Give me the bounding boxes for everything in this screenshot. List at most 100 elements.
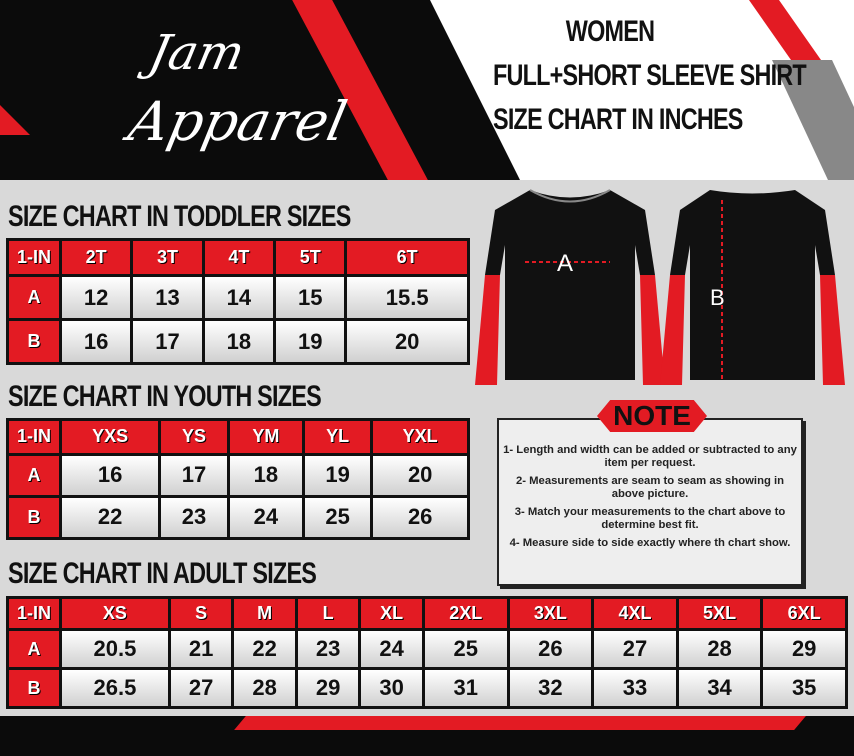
size-cell: 15 (276, 277, 345, 319)
youth-title: SIZE CHART IN YOUTH SIZES (8, 380, 322, 413)
size-cell: 19 (304, 455, 371, 495)
size-cell: 12 (62, 277, 131, 319)
table-row: B 16 17 18 19 20 (9, 321, 467, 362)
size-cell: 25 (424, 631, 507, 668)
header-row: 1-IN XS S M L XL 2XL 3XL 4XL 5XL 6XL (9, 599, 845, 629)
size-cell: 29 (763, 631, 845, 668)
row-label: A (9, 277, 59, 319)
size-cell: 24 (361, 631, 422, 668)
size-cell: 21 (170, 631, 232, 668)
youth-size-table: 1-IN YXS YS YM YL YXL A 16 17 18 19 20 B 22 23 24 25 26 (6, 418, 470, 540)
column-header: YM (229, 421, 302, 453)
note-item: 4- Measure side to side exactly where th… (509, 537, 791, 549)
header-banner: Jam Apparel WOMEN FULL+SHORT SLEEVE SHIR… (0, 0, 854, 180)
size-cell: 16 (62, 321, 131, 362)
adult-size-table: 1-IN XS S M L XL 2XL 3XL 4XL 5XL 6XL A 20.5 21 22 23 24 2… (6, 596, 848, 709)
table-row: A 12 13 14 15 15.5 (9, 277, 467, 319)
label-a: A (557, 250, 573, 277)
banner-black (0, 0, 520, 180)
size-cell: 22 (62, 497, 159, 537)
column-header: 2XL (424, 599, 507, 629)
toddler-title: SIZE CHART IN TODDLER SIZES (8, 200, 351, 233)
note-label: NOTE (597, 400, 707, 432)
column-header: 5T (276, 241, 345, 275)
size-cell: 30 (361, 670, 422, 706)
size-cell: 17 (161, 455, 227, 495)
size-cell: 35 (763, 670, 845, 706)
column-header: 3XL (509, 599, 592, 629)
column-header: 6T (347, 241, 467, 275)
adult-title: SIZE CHART IN ADULT SIZES (8, 557, 317, 590)
column-header: 6XL (763, 599, 845, 629)
shirt-front-icon: A (475, 189, 665, 385)
red-stripe (748, 0, 822, 60)
size-cell: 25 (304, 497, 371, 537)
size-cell: 18 (229, 455, 302, 495)
table-row: B 26.5 27 28 29 30 31 32 33 34 35 (9, 670, 845, 706)
size-cell: 15.5 (347, 277, 467, 319)
column-header: 1-IN (9, 421, 59, 453)
size-cell: 19 (276, 321, 345, 362)
note-box: 1- Length and width can be added or subt… (497, 418, 803, 586)
row-label: A (9, 631, 59, 668)
size-cell: 20 (373, 455, 467, 495)
size-cell: 26.5 (62, 670, 168, 706)
column-header: 4XL (594, 599, 676, 629)
size-cell: 29 (297, 670, 359, 706)
note-item: 3- Match your measurements to the chart … (514, 506, 786, 531)
size-cell: 17 (133, 321, 202, 362)
size-cell: 20 (347, 321, 467, 362)
title-line: FULL+SHORT SLEEVE SHIRT (493, 59, 807, 92)
header-row: 1-IN 2T 3T 4T 5T 6T (9, 241, 467, 275)
column-header: 4T (204, 241, 274, 275)
size-cell: 27 (594, 631, 676, 668)
size-cell: 24 (229, 497, 302, 537)
size-cell: 14 (204, 277, 274, 319)
row-label: B (9, 670, 59, 706)
column-header: L (297, 599, 359, 629)
logo-text: Apparel (123, 90, 353, 153)
title-line: SIZE CHART IN INCHES (493, 103, 743, 136)
column-header: YXS (62, 421, 159, 453)
logo-text: Jam (144, 25, 250, 81)
size-cell: 28 (234, 670, 295, 706)
column-header: 3T (133, 241, 202, 275)
column-header: YL (304, 421, 371, 453)
column-header: XS (62, 599, 168, 629)
shirt-back-icon: B (660, 190, 845, 385)
table-row: A 16 17 18 19 20 (9, 455, 467, 495)
size-cell: 33 (594, 670, 676, 706)
column-header: 5XL (678, 599, 761, 629)
column-header: YS (161, 421, 227, 453)
size-cell: 22 (234, 631, 295, 668)
size-cell: 28 (678, 631, 761, 668)
row-label: A (9, 455, 59, 495)
size-cell: 13 (133, 277, 202, 319)
column-header: XL (361, 599, 422, 629)
size-cell: 23 (297, 631, 359, 668)
row-label: B (9, 497, 59, 537)
column-header: M (234, 599, 295, 629)
note-item: 1- Length and width can be added or subt… (503, 444, 797, 469)
size-cell: 26 (509, 631, 592, 668)
note-item: 2- Measurements are seam to seam as show… (515, 475, 785, 500)
size-cell: 20.5 (62, 631, 168, 668)
size-cell: 23 (161, 497, 227, 537)
table-row: B 22 23 24 25 26 (9, 497, 467, 537)
size-cell: 16 (62, 455, 159, 495)
column-header: YXL (373, 421, 467, 453)
size-cell: 27 (170, 670, 232, 706)
column-header: 1-IN (9, 599, 59, 629)
size-cell: 31 (424, 670, 507, 706)
size-cell: 18 (204, 321, 274, 362)
label-b: B (710, 285, 725, 310)
header-row: 1-IN YXS YS YM YL YXL (9, 421, 467, 453)
table-row: A 20.5 21 22 23 24 25 26 27 28 29 (9, 631, 845, 668)
column-header: S (170, 599, 232, 629)
size-cell: 32 (509, 670, 592, 706)
row-label: B (9, 321, 59, 362)
column-header: 1-IN (9, 241, 59, 275)
title-line: WOMEN (565, 15, 655, 48)
size-cell: 34 (678, 670, 761, 706)
footer-red-stripe (234, 716, 806, 730)
